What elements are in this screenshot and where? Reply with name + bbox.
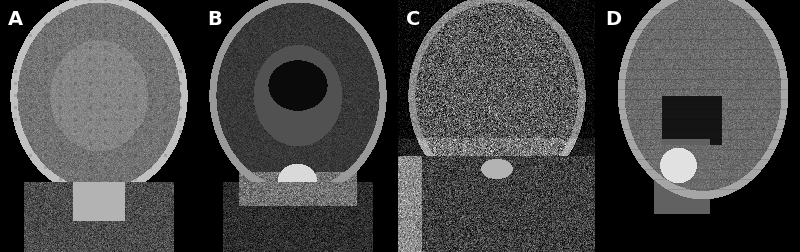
Text: D: D bbox=[605, 10, 622, 29]
Text: B: B bbox=[207, 10, 222, 29]
Text: C: C bbox=[406, 10, 420, 29]
Text: A: A bbox=[8, 10, 23, 29]
